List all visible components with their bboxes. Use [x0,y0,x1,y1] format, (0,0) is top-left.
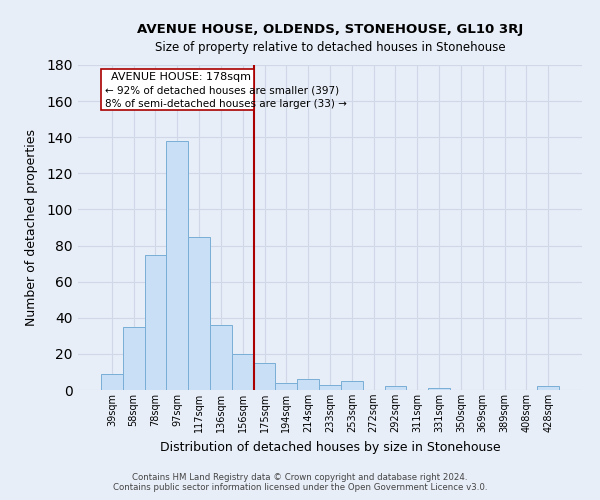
Bar [428,388,450,390]
FancyBboxPatch shape [101,68,254,110]
Text: 8% of semi-detached houses are larger (33) →: 8% of semi-detached houses are larger (3… [105,100,347,110]
Bar [232,354,254,390]
Bar [166,141,188,390]
Bar [123,327,145,390]
Bar [319,384,341,390]
Bar [188,236,210,390]
Bar [210,325,232,390]
Bar [341,381,363,390]
Text: AVENUE HOUSE: 178sqm: AVENUE HOUSE: 178sqm [110,72,251,82]
Y-axis label: Number of detached properties: Number of detached properties [25,129,38,326]
X-axis label: Distribution of detached houses by size in Stonehouse: Distribution of detached houses by size … [160,440,500,454]
Bar [254,363,275,390]
Text: Contains HM Land Registry data © Crown copyright and database right 2024.
Contai: Contains HM Land Registry data © Crown c… [113,473,487,492]
Text: Size of property relative to detached houses in Stonehouse: Size of property relative to detached ho… [155,41,505,54]
Text: ← 92% of detached houses are smaller (397): ← 92% of detached houses are smaller (39… [105,86,340,96]
Bar [537,386,559,390]
Text: AVENUE HOUSE, OLDENDS, STONEHOUSE, GL10 3RJ: AVENUE HOUSE, OLDENDS, STONEHOUSE, GL10 … [137,22,523,36]
Bar [297,379,319,390]
Bar [275,383,297,390]
Bar [101,374,123,390]
Bar [145,254,166,390]
Bar [385,386,406,390]
